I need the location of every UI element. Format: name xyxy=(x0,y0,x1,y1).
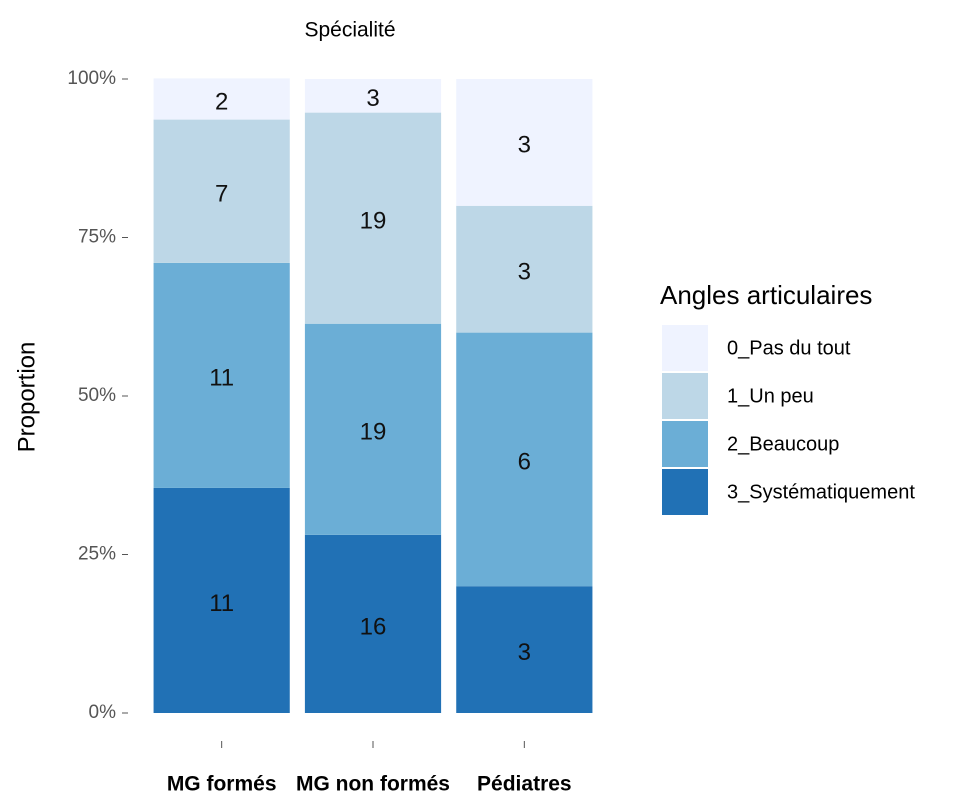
data-label: 16 xyxy=(360,613,387,640)
data-label: 11 xyxy=(209,590,234,617)
bar-segment xyxy=(456,205,593,333)
bar-segment xyxy=(456,79,593,206)
y-tick-label: 75% xyxy=(78,227,116,248)
data-label: 3 xyxy=(518,132,531,159)
data-label: 11 xyxy=(209,365,234,392)
bar-segment xyxy=(304,323,442,535)
data-label: 19 xyxy=(360,208,387,235)
data-label: 7 xyxy=(215,181,228,208)
bar-segment xyxy=(456,332,593,587)
legend-label: 3_Systématiquement xyxy=(727,481,915,503)
data-label: 3 xyxy=(518,259,531,286)
x-tick-label: Pédiatres xyxy=(477,773,572,796)
bar-segment xyxy=(153,78,290,120)
legend-key xyxy=(662,325,708,371)
y-tick-label: 50% xyxy=(78,385,116,406)
data-label: 6 xyxy=(518,449,531,476)
data-label: 3 xyxy=(366,85,379,112)
x-tick-label: MG formés xyxy=(167,773,277,796)
legend-key xyxy=(662,373,708,419)
bar-segment xyxy=(153,119,290,263)
legend-title: Angles articulaires xyxy=(660,280,872,310)
bar-segment xyxy=(153,262,290,488)
y-tick-label: 0% xyxy=(89,702,117,723)
legend-key xyxy=(662,469,708,515)
y-tick-label: 25% xyxy=(78,544,116,565)
data-label: 19 xyxy=(360,419,387,446)
x-tick-label: MG non formés xyxy=(296,773,450,796)
bar-segment xyxy=(153,487,290,713)
bar-segment xyxy=(304,112,442,324)
legend-key xyxy=(662,421,708,467)
legend-label: 2_Beaucoup xyxy=(727,433,839,455)
data-label: 3 xyxy=(518,639,531,666)
legend-label: 0_Pas du tout xyxy=(727,337,851,359)
bar-segment xyxy=(456,586,593,713)
bar-segment xyxy=(304,79,442,113)
y-axis-label: Proportion xyxy=(13,342,40,453)
data-label: 2 xyxy=(215,88,228,115)
legend-label: 1_Un peu xyxy=(727,385,814,407)
y-tick-label: 100% xyxy=(67,68,116,89)
chart-title: Spécialité xyxy=(304,19,395,42)
bar-segment xyxy=(304,534,442,713)
